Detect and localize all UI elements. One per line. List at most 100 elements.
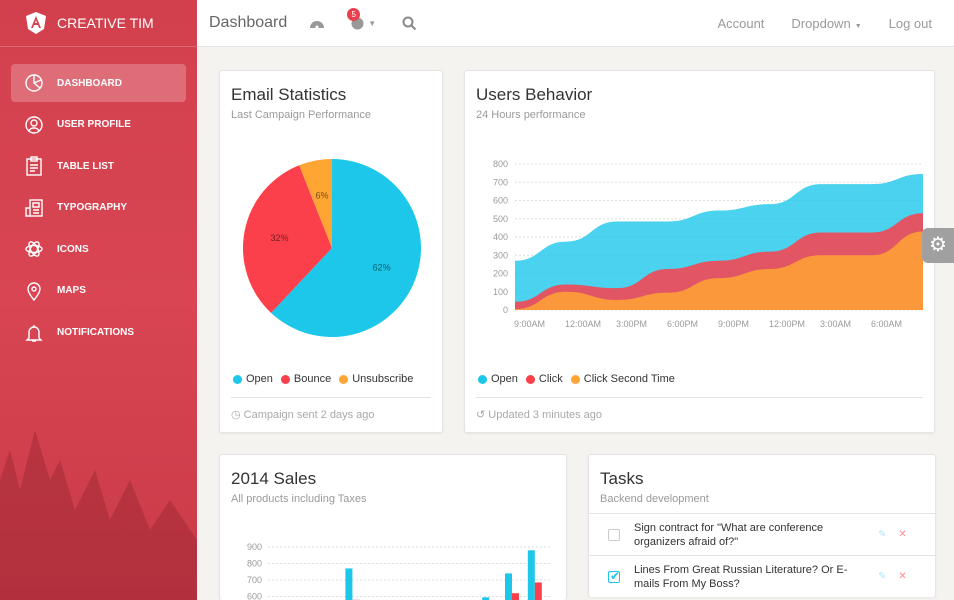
card-title: 2014 Sales: [231, 469, 317, 488]
x-tick-label: 6:00PM: [667, 319, 698, 329]
legend-label: Open: [246, 373, 273, 385]
task-text: Lines From Great Russian Literature? Or …: [634, 563, 848, 590]
atom-icon: [25, 241, 43, 258]
x-tick-label: 9:00AM: [514, 319, 545, 329]
notification-badge: 5: [347, 7, 361, 21]
logout-link[interactable]: Log out: [888, 15, 932, 31]
bar-dec: [527, 550, 535, 600]
y-tick-label: 500: [493, 214, 508, 224]
chart-legend: Open Bounce Unsubscribe: [233, 373, 421, 385]
users-area-chart: 0 100 200 300 400 500 600 700 800 9:00AM 12:00AM 3:…: [493, 159, 923, 329]
card-subtitle: Backend development: [600, 493, 709, 505]
news-paper-icon: [25, 199, 43, 217]
x-tick-label: 6:00AM: [871, 319, 902, 329]
y-tick-label: 600: [247, 592, 262, 600]
legend-label: Click: [538, 373, 563, 385]
x-tick-label: 12:00PM: [769, 319, 805, 329]
y-tick-label: 600: [493, 196, 508, 206]
legend-label: Open: [491, 373, 518, 385]
y-tick-label: 700: [493, 177, 508, 187]
x-tick-label: 12:00AM: [565, 319, 601, 329]
bar-oct: [482, 597, 490, 600]
card-title: Email Statistics: [231, 85, 347, 104]
pie-slice: [243, 165, 332, 313]
x-tick-label: 9:00PM: [718, 319, 749, 329]
task-checkbox[interactable]: [608, 528, 620, 541]
brand-logo[interactable]: CREATIVE TIM: [0, 0, 197, 47]
y-tick-label: 700: [247, 575, 262, 585]
checkmark-icon: ✔: [610, 568, 621, 583]
sidebar-item-label: MAPS: [57, 285, 86, 297]
sidebar-item-label: DASHBOARD: [57, 77, 122, 89]
remove-icon[interactable]: ✕: [898, 529, 907, 540]
search-icon[interactable]: [402, 16, 417, 31]
sidebar-item-table-list[interactable]: TABLE LIST: [11, 147, 186, 185]
area-series-click-second-time: [515, 231, 923, 310]
caret-down-icon: ▼: [368, 18, 377, 28]
y-tick-label: 200: [493, 269, 508, 279]
angular-logo-icon: [26, 12, 46, 34]
legend-dot: [525, 374, 535, 384]
footer-text: Updated 3 minutes ago: [488, 409, 603, 421]
sidebar-item-notifications[interactable]: NOTIFICATIONS: [11, 314, 186, 352]
card-subtitle: 24 Hours performance: [476, 109, 586, 121]
legend-dot: [478, 374, 487, 384]
top-navbar: Dashboard 5 ▼ Account Dropdown ▼ Log out: [197, 0, 954, 47]
legend-dot: [570, 374, 580, 384]
card-footer: ↺ Updated 3 minutes ago: [476, 397, 923, 421]
y-tick-label: 800: [247, 559, 262, 569]
x-tick-label: 3:00AM: [820, 319, 851, 329]
sidebar: CREATIVE TIM DASHBOARD USER PROFILE TABL…: [0, 0, 197, 600]
legend-label: Click Second Time: [583, 373, 675, 385]
remove-icon[interactable]: ✕: [898, 571, 907, 582]
history-icon: ↺: [476, 409, 489, 421]
sales-card: 2014 Sales All products including Taxes …: [219, 454, 567, 600]
notifications-dropdown[interactable]: 5 ▼: [347, 7, 377, 30]
task-row: ✔ Lines From Great Russian Literature? O…: [589, 555, 935, 597]
pie-data-label: 32%: [271, 233, 289, 243]
map-pin-icon: [27, 282, 41, 301]
y-tick-label: 100: [493, 287, 508, 297]
dashboard-gauge-icon[interactable]: [309, 16, 325, 30]
tasks-card: Tasks Backend development Sign contract …: [588, 454, 936, 597]
sidebar-item-icons[interactable]: ICONS: [11, 230, 186, 268]
y-tick-label: 800: [493, 159, 508, 169]
y-tick-label: 900: [247, 542, 262, 552]
sidebar-item-typography[interactable]: TYPOGRAPHY: [11, 189, 186, 227]
settings-gear-icon[interactable]: ⚙: [922, 228, 954, 263]
card-footer: ◷ Campaign sent 2 days ago: [231, 397, 431, 421]
dropdown-menu[interactable]: Dropdown ▼: [791, 16, 861, 31]
sidebar-item-maps[interactable]: MAPS: [11, 272, 186, 310]
sidebar-item-user-profile[interactable]: USER PROFILE: [11, 106, 186, 144]
forest-background-image: [0, 430, 197, 600]
bar-apr: [345, 568, 353, 600]
edit-icon[interactable]: ✎: [878, 571, 887, 582]
x-tick-label: 3:00PM: [616, 319, 647, 329]
sales-bar-chart: 600 700 800 900: [247, 542, 550, 600]
email-pie-chart: 62% 32% 6%: [243, 159, 421, 337]
y-tick-label: 0: [503, 305, 508, 315]
clock-icon: ◷: [231, 409, 244, 421]
clipboard-icon: [26, 156, 42, 176]
edit-icon[interactable]: ✎: [878, 529, 887, 540]
task-checkbox[interactable]: ✔: [608, 568, 621, 583]
card-title: Users Behavior: [476, 85, 593, 104]
bar-dec: [534, 582, 542, 600]
chart-legend: Open Click Click Second Time: [478, 373, 683, 385]
email-statistics-card: Email Statistics Last Campaign Performan…: [219, 70, 443, 433]
footer-text: Campaign sent 2 days ago: [243, 409, 375, 421]
pie-slice: [271, 159, 421, 337]
card-title: Tasks: [600, 469, 644, 488]
page-title[interactable]: Dashboard: [209, 14, 288, 31]
card-subtitle: Last Campaign Performance: [231, 109, 372, 121]
user-icon: [25, 115, 43, 134]
account-link[interactable]: Account: [717, 15, 765, 31]
sidebar-item-dashboard[interactable]: DASHBOARD: [11, 64, 186, 102]
pie-slice: [299, 159, 332, 248]
legend-dot: [233, 374, 242, 384]
legend-label: Unsubscribe: [352, 373, 414, 385]
task-row: Sign contract for "What are conference o…: [589, 513, 935, 555]
task-text: Sign contract for "What are conference o…: [634, 521, 824, 548]
y-tick-label: 400: [493, 232, 508, 242]
caret-down-icon: ▼: [854, 22, 862, 30]
